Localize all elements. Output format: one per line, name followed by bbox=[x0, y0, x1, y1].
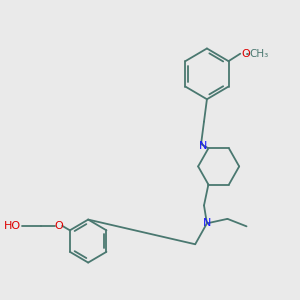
Text: N: N bbox=[199, 141, 207, 151]
Text: O: O bbox=[242, 49, 250, 59]
Text: HO: HO bbox=[4, 221, 21, 231]
Text: CH₃: CH₃ bbox=[250, 49, 269, 59]
Text: N: N bbox=[203, 218, 211, 228]
Text: O: O bbox=[54, 221, 63, 231]
